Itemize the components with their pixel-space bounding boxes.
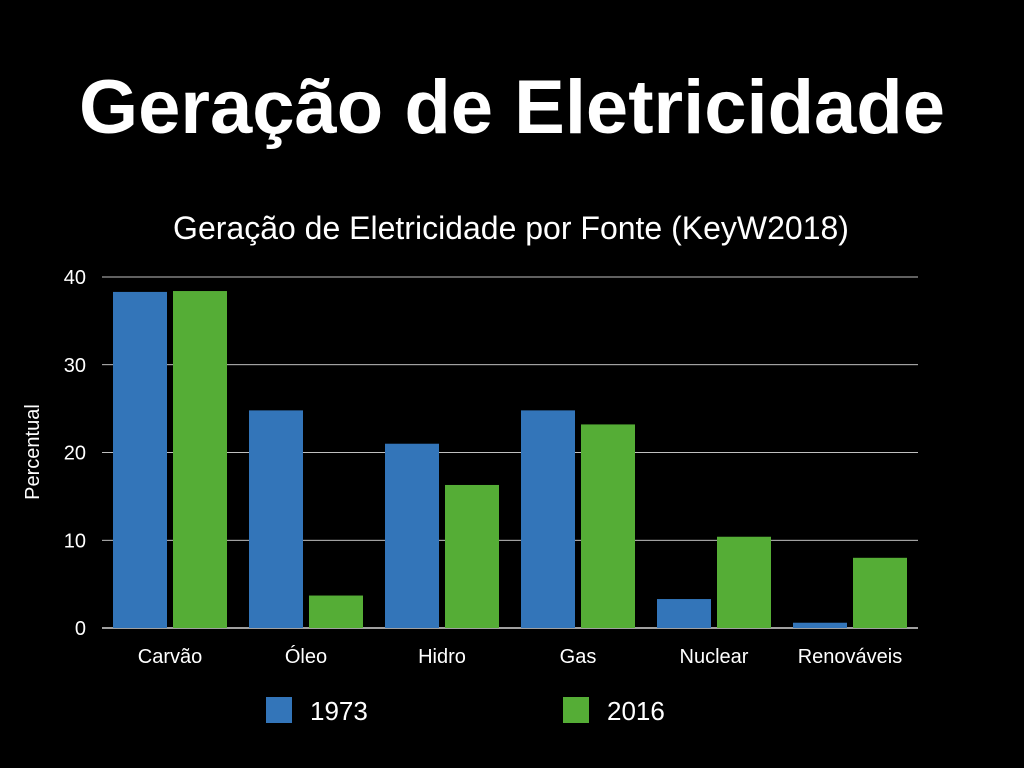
x-tick-label: Hidro (418, 646, 466, 668)
chart-title: Geração de Eletricidade por Fonte (KeyW2… (173, 210, 849, 246)
bar-1973 (385, 443, 439, 628)
bar-2016 (445, 484, 499, 628)
legend-label-1973: 1973 (310, 696, 368, 726)
x-tick-label: Renováveis (798, 646, 903, 668)
y-axis-label: Percentual (22, 404, 44, 500)
x-tick-label: Carvão (138, 646, 202, 668)
bar-2016 (173, 291, 227, 628)
y-tick-label: 40 (64, 267, 86, 289)
y-tick-label: 20 (64, 443, 86, 465)
y-tick-label: 30 (64, 355, 86, 377)
bar-1973 (249, 410, 303, 628)
bar-2016 (853, 557, 907, 628)
bar-1973 (521, 410, 575, 628)
x-tick-label: Óleo (285, 645, 327, 668)
bars (113, 291, 907, 628)
grid-lines (102, 276, 918, 629)
x-tick-labels: Carvão Óleo Hidro Gas Nuclear Renováveis (138, 645, 903, 668)
bar-2016 (717, 536, 771, 628)
bar-2016 (309, 595, 363, 628)
bar-1973 (793, 622, 847, 628)
y-tick-labels: 0 10 20 30 40 (64, 267, 86, 640)
legend-label-2016: 2016 (607, 696, 665, 726)
legend-swatch-2016 (563, 697, 589, 723)
slide-title: Geração de Eletricidade (79, 65, 945, 150)
y-tick-label: 0 (75, 618, 86, 640)
x-tick-label: Nuclear (680, 646, 749, 668)
y-tick-label: 10 (64, 530, 86, 552)
x-tick-label: Gas (560, 646, 597, 668)
bar-1973 (657, 599, 711, 628)
bar-2016 (581, 424, 635, 628)
bar-1973 (113, 291, 167, 628)
legend-swatch-1973 (266, 697, 292, 723)
